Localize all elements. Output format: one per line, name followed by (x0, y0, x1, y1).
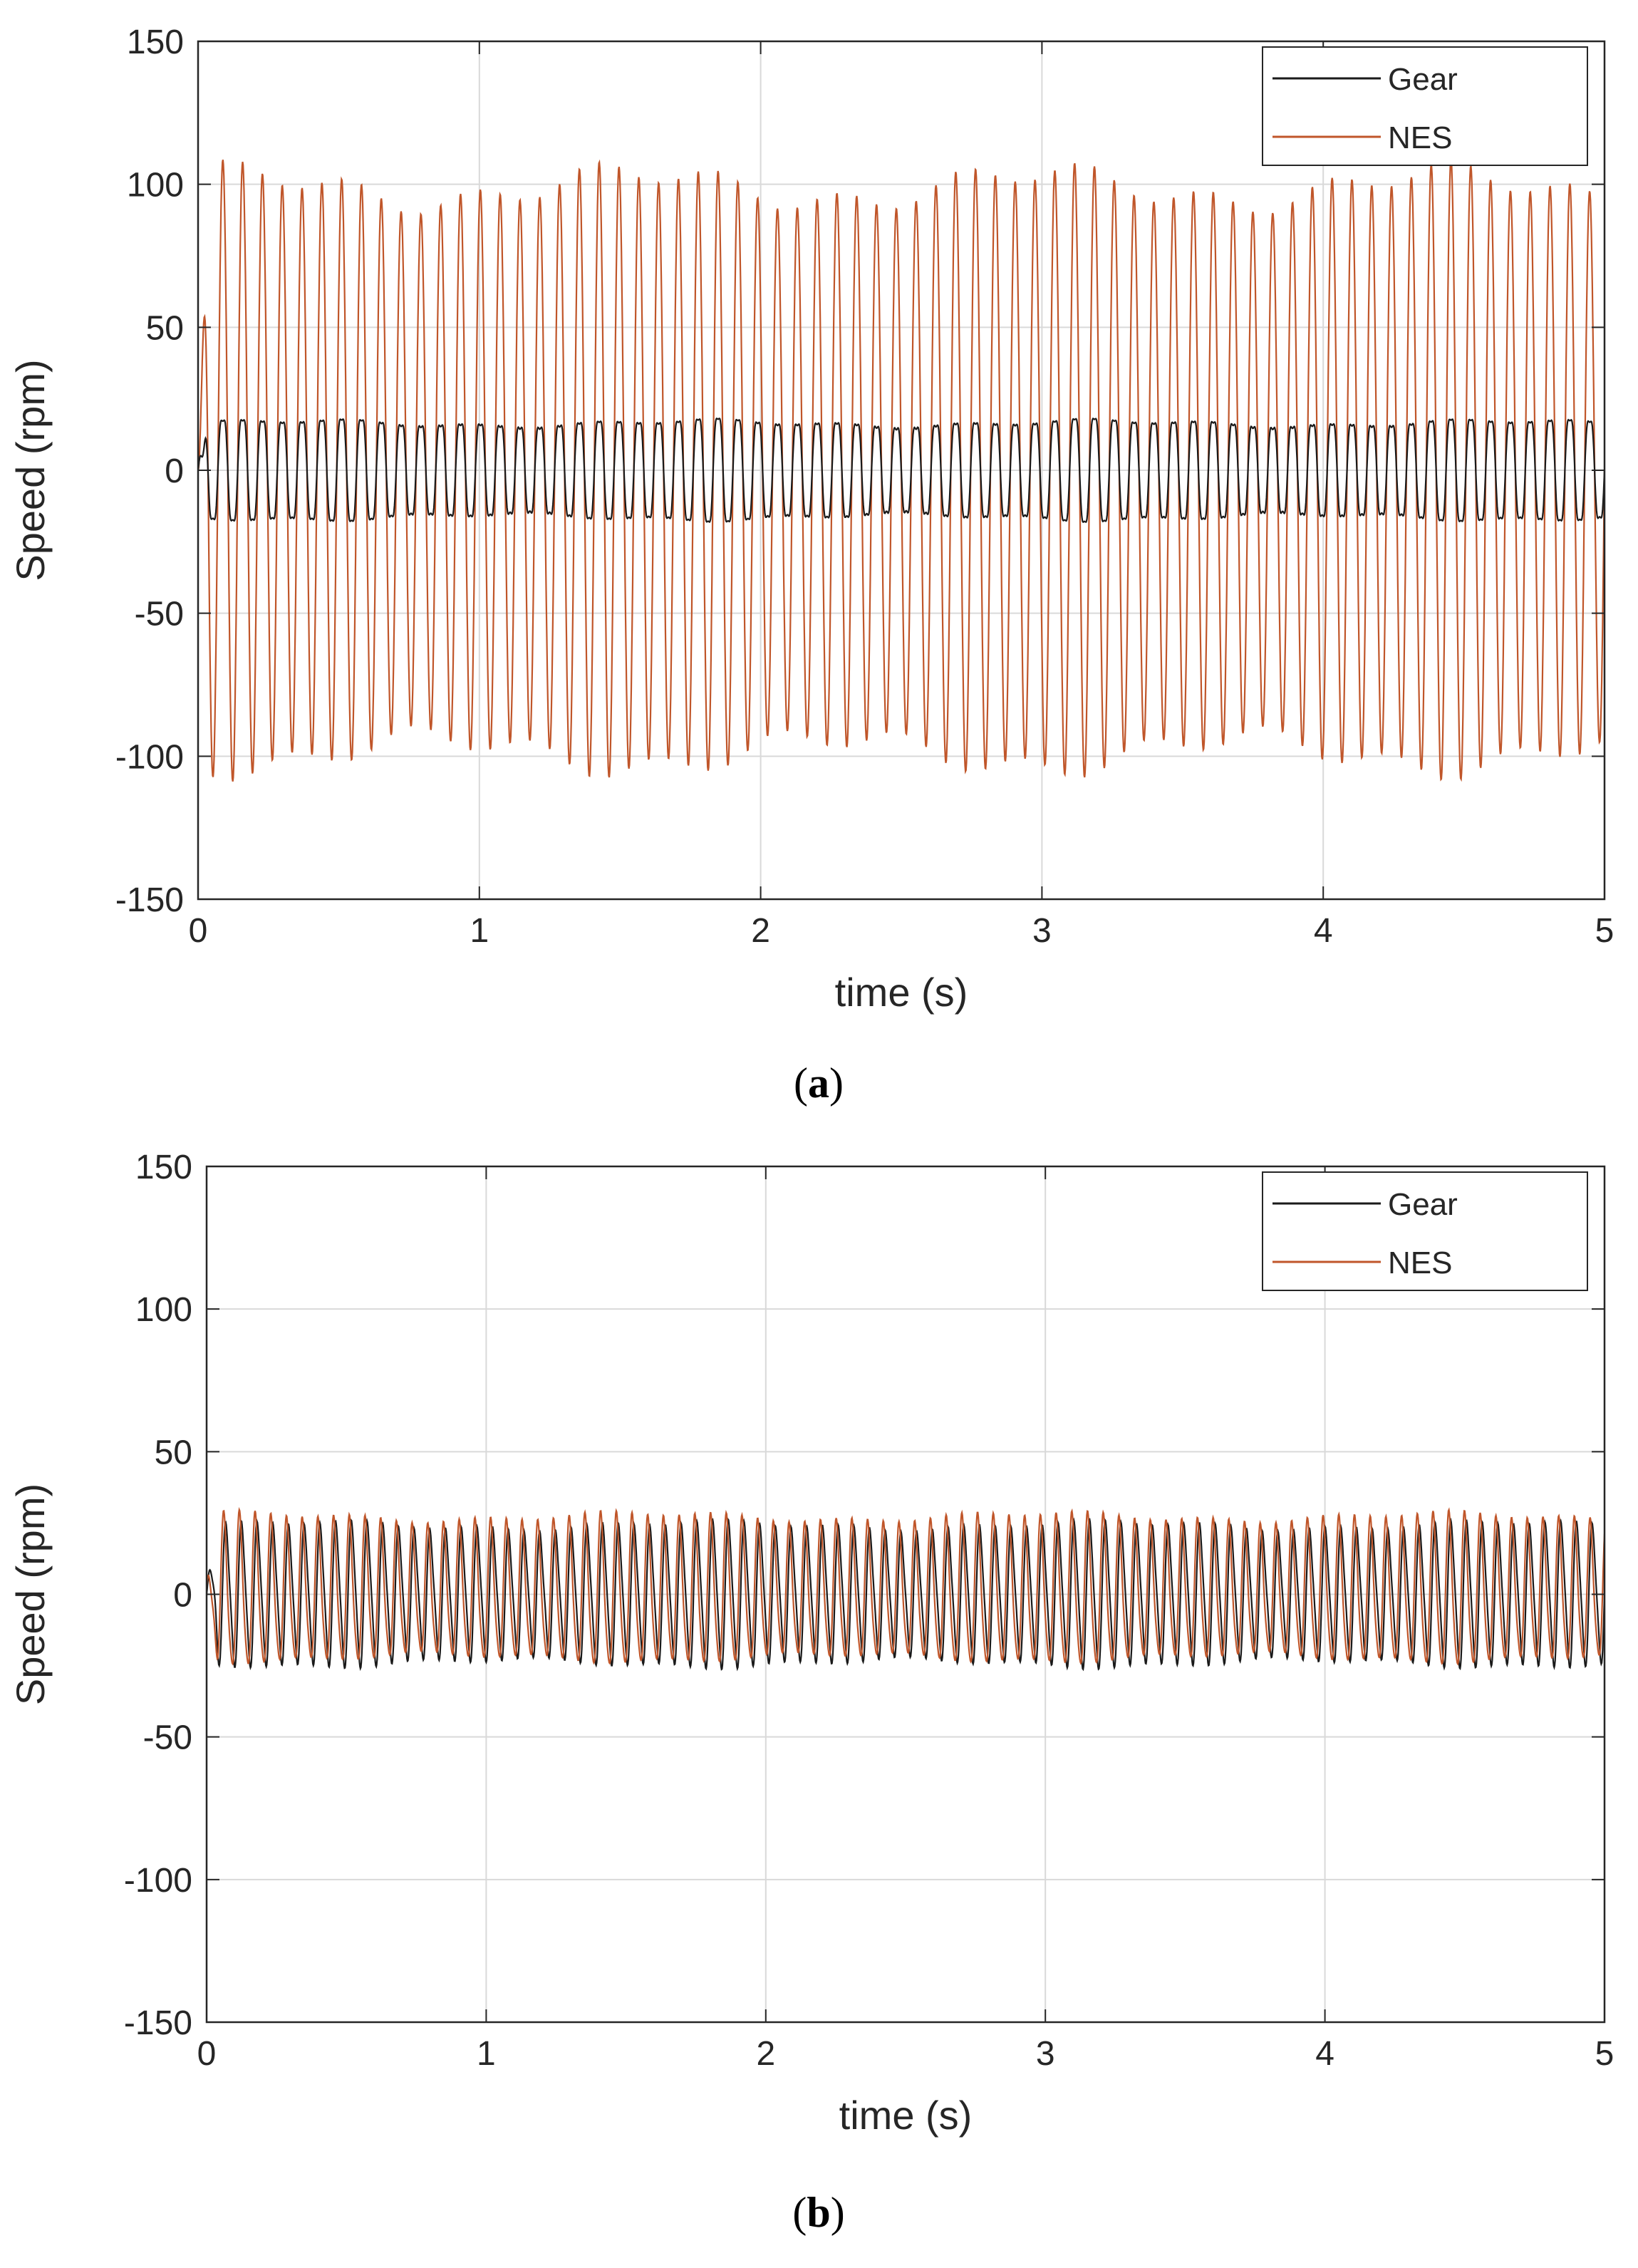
y-tick-label: 100 (135, 1291, 192, 1329)
legend-label-nes: NES (1388, 120, 1452, 155)
y-tick-label: -150 (115, 881, 184, 919)
y-tick-label: -150 (124, 2004, 192, 2042)
x-tick-label: 2 (751, 912, 770, 950)
y-axis-label: Speed (rpm) (8, 1483, 53, 1705)
y-tick-label: 50 (155, 1434, 192, 1471)
y-tick-label: -100 (115, 738, 184, 776)
chart-panel-a: 0 1 2 3 4 5 -150 -100 -50 0 50 100 150 time (s) Speed … (8, 24, 1614, 1107)
y-axis-label: Speed (rpm) (8, 359, 53, 581)
y-tick-label: -100 (124, 1862, 192, 1900)
x-tick-label: 1 (470, 912, 489, 950)
x-tick-label: 3 (1036, 2035, 1055, 2073)
x-axis-label: time (s) (839, 2093, 973, 2138)
y-tick-label: 50 (146, 309, 184, 347)
x-tick-label: 4 (1314, 912, 1333, 950)
legend-label-gear: Gear (1388, 1187, 1458, 1222)
legend-box (1262, 1171, 1588, 1291)
series-line-gear (198, 418, 1605, 523)
legend-label-gear: Gear (1388, 62, 1458, 97)
x-tick-label: 0 (197, 2035, 217, 2073)
x-tick-label: 3 (1032, 912, 1052, 950)
x-tick-label: 5 (1595, 912, 1614, 950)
y-tick-label: 0 (165, 452, 184, 490)
y-tick-label: 150 (135, 1149, 192, 1186)
series-line-nes (207, 1506, 1605, 1666)
chart-panel-b: 0 1 2 3 4 5 -150 -100 -50 0 50 100 150 time (s) Speed … (8, 1149, 1614, 2236)
panel-caption-letter: b (807, 2189, 830, 2236)
x-axis-label: time (s) (835, 970, 968, 1015)
x-tick-label: 4 (1315, 2035, 1334, 2073)
y-tick-label: 150 (127, 24, 184, 61)
legend: Gear NES (1262, 46, 1588, 166)
y-tick-label: 0 (173, 1577, 192, 1615)
legend-box (1262, 46, 1588, 166)
x-tick-label: 1 (477, 2035, 496, 2073)
y-tick-label: -50 (143, 1719, 192, 1757)
x-tick-label: 5 (1595, 2035, 1614, 2073)
x-tick-label: 0 (189, 912, 208, 950)
y-tick-label: 100 (127, 167, 184, 204)
legend: Gear NES (1262, 1171, 1588, 1291)
y-tick-label: -50 (135, 596, 184, 633)
legend-label-nes: NES (1388, 1246, 1452, 1280)
panel-caption: (a) (794, 1060, 844, 1107)
panel-caption: (b) (792, 2189, 844, 2236)
panel-caption-letter: a (808, 1060, 829, 1107)
x-tick-label: 2 (756, 2035, 775, 2073)
